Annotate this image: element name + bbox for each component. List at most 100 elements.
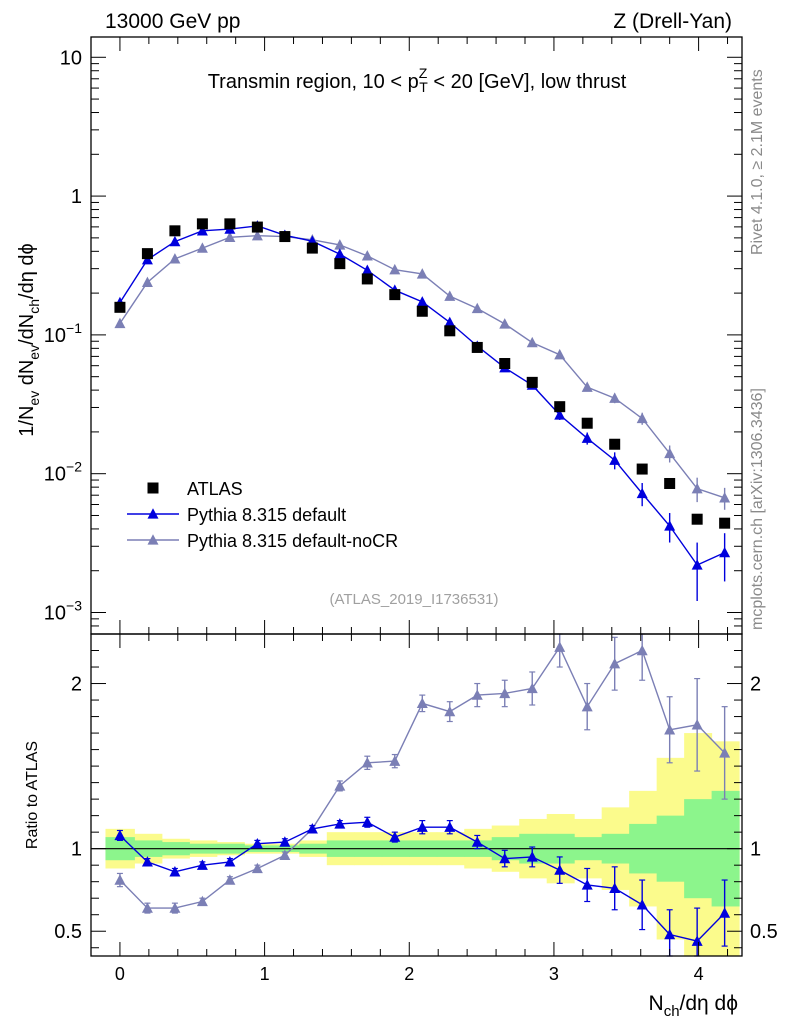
data-point — [141, 276, 153, 288]
data-point — [664, 477, 676, 489]
ratio-point — [196, 859, 208, 870]
legend-label: ATLAS — [187, 479, 243, 499]
data-point — [691, 559, 703, 570]
data-point — [169, 225, 181, 237]
ratio-point — [334, 780, 346, 791]
data-point — [609, 392, 621, 403]
data-point — [196, 225, 208, 236]
ratio-tick-label-left: 0.5 — [54, 921, 82, 943]
ratio-point — [279, 836, 291, 847]
ratio-point — [609, 882, 621, 893]
ratio-point — [691, 719, 703, 730]
data-point — [664, 520, 676, 531]
y-tick-label: 10−3 — [44, 597, 82, 624]
x-tick-label: 1 — [260, 964, 270, 984]
legend: ATLAS Pythia 8.315 default Pythia 8.315 de… — [127, 479, 398, 551]
data-point — [581, 432, 593, 443]
data-point — [636, 463, 648, 475]
chart-title: Transmin region, 10 < pZ T < 20 [GeV], lo… — [208, 65, 627, 95]
data-point — [224, 231, 236, 242]
ratio-frame — [90, 633, 743, 957]
data-point — [141, 253, 153, 265]
data-point — [444, 325, 456, 337]
ratio-tick-label-right: 2 — [750, 674, 761, 696]
data-point — [416, 268, 428, 279]
ratio-point — [416, 697, 428, 709]
x-axis-title: Nch/dη dϕ — [649, 992, 738, 1020]
data-point — [554, 348, 566, 360]
y-tick-label: 10−2 — [44, 459, 82, 486]
ratio-point — [636, 644, 648, 656]
ratio-point — [719, 907, 731, 918]
data-point — [444, 290, 456, 301]
ratio-point — [581, 700, 593, 712]
data-point — [334, 239, 346, 250]
legend-item: ATLAS — [147, 479, 243, 499]
ratio-point — [581, 879, 593, 890]
ratio-point — [169, 902, 181, 913]
data-point — [334, 258, 346, 270]
ratio-point — [664, 928, 676, 940]
data-point — [664, 447, 676, 459]
axes: 0 1 2 3 4 10 1 10−1 10−2 10−3 0.5 0.5 1 1 2 2 Transmin r… — [16, 36, 778, 1020]
data-point — [416, 296, 428, 307]
ratio-point — [554, 864, 566, 875]
data-point — [251, 229, 263, 241]
rivet-version-label: Rivet 4.1.0, ≥ 2.1M events — [749, 69, 766, 255]
data-point — [691, 482, 703, 494]
data-point — [526, 376, 538, 388]
y-tick-label: 10 — [60, 47, 82, 69]
ratio-panel — [91, 633, 742, 957]
ratio-point — [636, 899, 648, 910]
data-point — [471, 302, 483, 314]
data-point — [554, 409, 566, 420]
data-point — [691, 513, 703, 525]
legend-item: Pythia 8.315 default-noCR — [127, 531, 398, 551]
data-point — [389, 263, 401, 275]
legend-marker-square — [147, 482, 159, 494]
ratio-point — [471, 689, 483, 700]
data-point — [141, 248, 153, 260]
data-point — [719, 546, 731, 558]
data-point — [169, 253, 181, 264]
legend-marker-triangle — [147, 508, 159, 519]
data-point — [581, 381, 593, 392]
data-point — [169, 235, 181, 247]
data-point — [499, 318, 511, 329]
series-pythia-8-315-default-nocr — [114, 229, 731, 510]
ratio-tick-label-right: 1 — [750, 839, 761, 861]
y-tick-label: 1 — [71, 186, 82, 208]
ratio-point — [141, 902, 153, 913]
data-point — [334, 248, 346, 259]
data-point — [279, 231, 291, 243]
ratio-point — [444, 821, 456, 832]
data-point — [114, 301, 126, 313]
legend-item: Pythia 8.315 default — [127, 505, 346, 525]
ratio-series-pythia-8-315-default — [114, 816, 731, 957]
data-point — [306, 242, 318, 254]
ratio-point — [251, 862, 263, 874]
data-point — [251, 221, 263, 233]
ratio-point — [334, 818, 346, 829]
analysis-watermark: (ATLAS_2019_I1736531) — [329, 591, 498, 608]
ratio-point — [361, 816, 373, 827]
data-point — [719, 517, 731, 529]
ratio-point — [526, 851, 538, 862]
ratio-point — [691, 935, 703, 946]
ratio-point — [279, 849, 291, 860]
data-point — [389, 289, 401, 301]
ratio-point — [251, 837, 263, 849]
data-point — [526, 336, 538, 348]
data-point — [609, 438, 621, 450]
x-tick-label: 0 — [115, 964, 125, 984]
data-point — [114, 317, 126, 329]
data-point — [471, 341, 483, 353]
ratio-point — [554, 641, 566, 652]
y-axis-title: 1/Nev dNev/dNch/dη dϕ — [16, 243, 42, 436]
ratio-point — [114, 829, 126, 841]
process-label: Z (Drell-Yan) — [613, 10, 732, 33]
ratio-point — [389, 755, 401, 766]
energy-label: 13000 GeV pp — [105, 10, 240, 33]
y-tick-label: 10−1 — [44, 320, 82, 347]
ratio-point — [526, 682, 538, 694]
